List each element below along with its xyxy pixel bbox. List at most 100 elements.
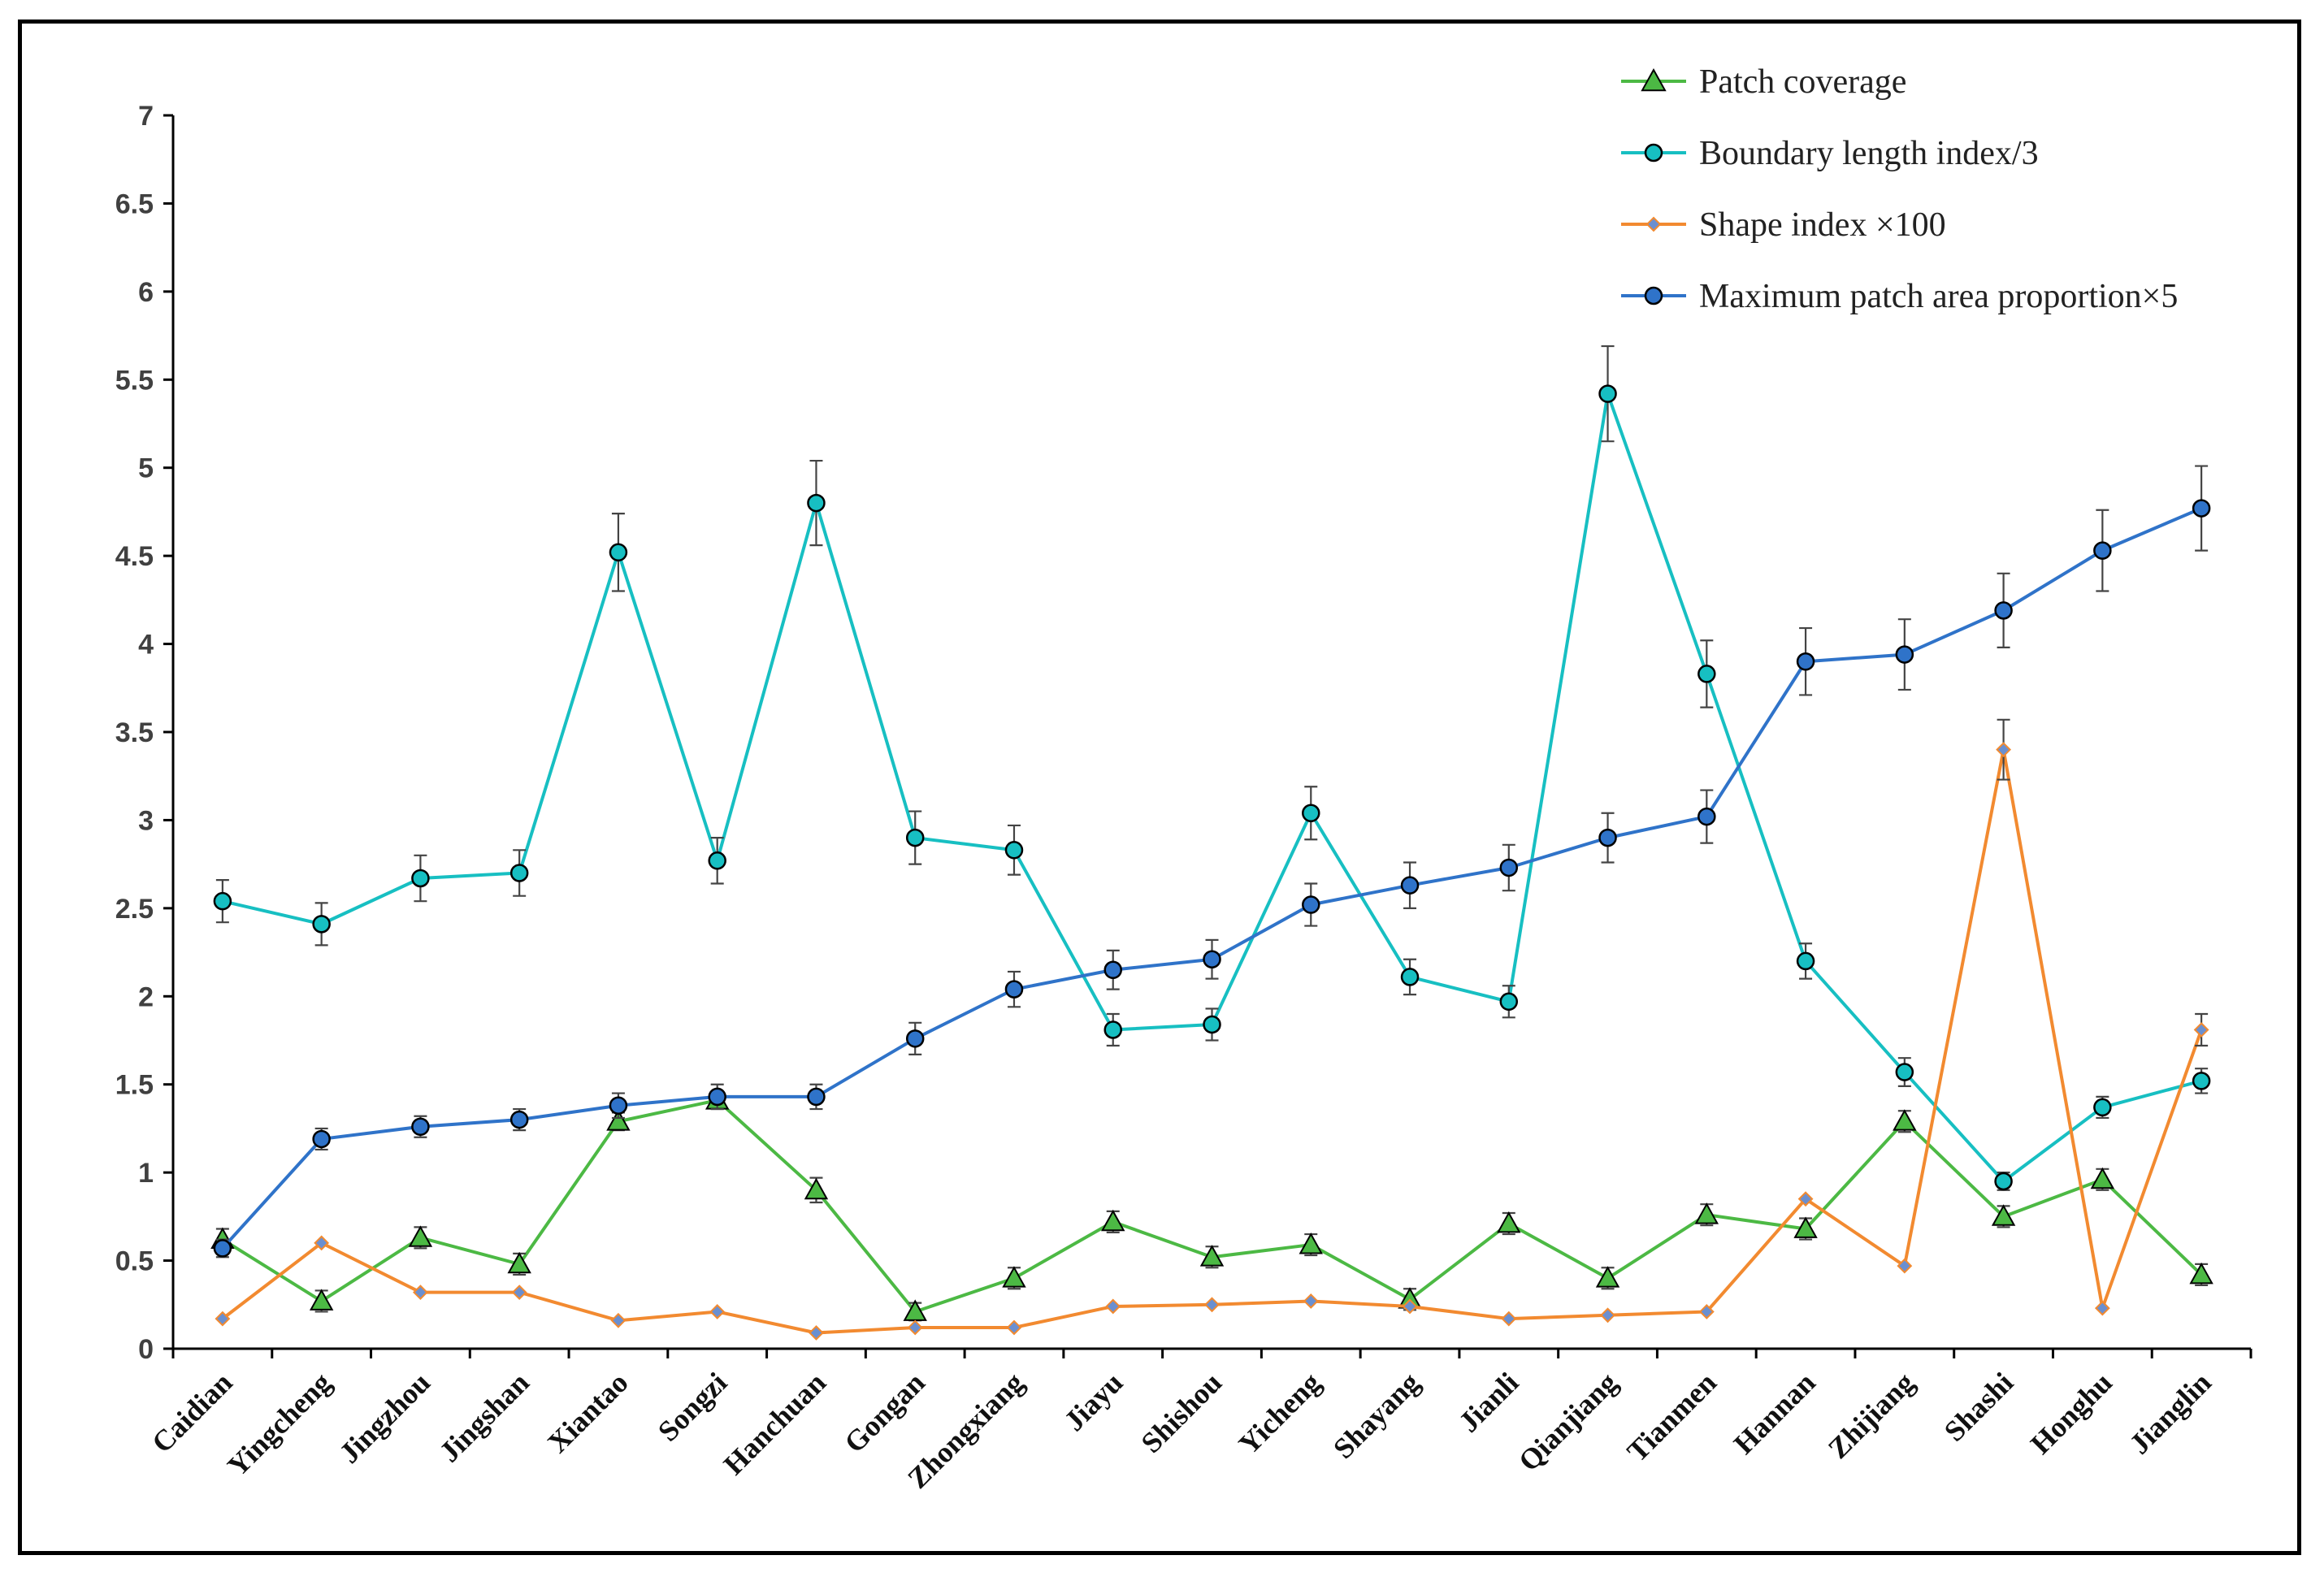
y-tick-label: 2 [138,981,154,1012]
x-tick-label: Jianglin [2123,1366,2218,1460]
data-point [807,1087,826,1107]
legend: Patch coverage Boundary length index/3 Sha… [1621,63,2178,315]
data-point [511,1285,527,1301]
data-point [1302,895,1320,914]
data-point [1103,1020,1122,1039]
data-point [1897,1258,1913,1274]
data-point [1595,1266,1620,1288]
data-point [1002,1266,1026,1288]
data-point [1499,992,1519,1012]
data-point [2192,499,2211,518]
data-point [610,1312,627,1328]
data-point [1600,1307,1615,1324]
data-point [905,828,925,847]
data-point [2189,1262,2213,1285]
data-point [709,1304,726,1319]
legend-label: Shape index ×100 [1699,206,1946,244]
data-point [905,1029,925,1048]
legend-marker [1644,286,1663,305]
legend-label: Boundary length index/3 [1699,135,2039,172]
x-tick-label: Hanchuan [718,1366,832,1480]
legend-marker [1644,143,1663,162]
data-point [1697,807,1716,826]
data-point [708,1087,726,1107]
data-point [312,1129,331,1149]
data-point [807,493,826,513]
data-point [1994,1172,2013,1191]
data-point [1303,1293,1319,1309]
data-point [1499,858,1519,877]
series-2 [213,344,2211,1191]
data-point [2093,541,2112,560]
data-point [507,1251,531,1274]
y-tick-label: 5.5 [115,365,154,396]
data-point [1895,1063,1914,1081]
data-point [606,1109,631,1131]
series-group [210,344,2213,1341]
data-point [2192,1072,2211,1090]
x-tick-label: Qianjiang [1512,1366,1624,1477]
y-tick-label: 0 [138,1334,154,1365]
data-point [2193,1022,2209,1038]
x-tick-label: Zhijiang [1822,1366,1921,1465]
x-tick-label: Jiayu [1058,1366,1129,1437]
legend-entry-2: Boundary length index/3 [1621,135,2039,172]
data-point [1991,1204,2016,1226]
legend-entry-3: Shape index ×100 [1621,206,1946,244]
data-point [312,915,331,934]
data-point [1400,876,1420,895]
y-tick-label: 3 [138,805,154,836]
data-point [309,1289,334,1311]
y-tick-label: 6 [138,277,154,308]
data-point [411,1117,430,1137]
x-tick-label: Shishou [1135,1366,1229,1459]
y-tick-label: 5 [138,453,154,484]
data-point [1103,960,1122,980]
legend-marker [1645,216,1662,232]
data-point [1006,1319,1022,1336]
data-point [907,1319,923,1336]
data-point [1694,1202,1719,1224]
data-point [213,1239,232,1258]
data-point [804,1177,829,1200]
data-point [1101,1209,1125,1232]
data-point [1004,980,1024,999]
x-tick-label: Gongan [838,1366,931,1459]
data-point [1895,645,1914,664]
y-tick-label: 4 [138,630,154,661]
y-tick-label: 2.5 [115,894,154,925]
data-point [1299,1232,1323,1254]
data-point [1793,1216,1818,1238]
data-point [509,1110,529,1129]
legend-marker [1641,67,1667,92]
data-point [1400,968,1420,986]
data-point [1105,1298,1121,1315]
x-tick-label: Caidian [145,1366,239,1459]
data-point [1797,1191,1814,1207]
data-point [1302,804,1320,823]
data-point [1796,652,1815,671]
data-point [1199,1245,1225,1267]
x-tick-label: Hannan [1728,1366,1822,1460]
data-point [1598,828,1617,847]
data-point [1203,950,1221,968]
data-point [1402,1298,1418,1315]
series-4 [213,465,2211,1259]
legend-label: Maximum patch area proportion×5 [1699,278,2178,315]
x-tick-label: Yingcheng [221,1366,337,1482]
data-point [1004,841,1024,860]
legend-entry-4: Maximum patch area proportion×5 [1621,278,2178,315]
data-point [2093,1098,2112,1117]
chart-frame [18,19,2301,1555]
data-point [1698,1304,1715,1319]
x-tick-label: Songzi [652,1366,733,1447]
x-tick-label: Shayang [1327,1366,1426,1465]
x-tick-label: Honghu [2024,1366,2118,1460]
data-point [509,864,529,882]
legend-label: Patch coverage [1699,63,1906,101]
y-axis-ticks: 0 0.5 1 1.5 2 2.5 3 3.5 4 4.5 5 5.5 6 6.5 7 [115,101,173,1365]
data-point [2090,1167,2115,1189]
data-point [708,851,726,870]
data-point [411,869,430,888]
